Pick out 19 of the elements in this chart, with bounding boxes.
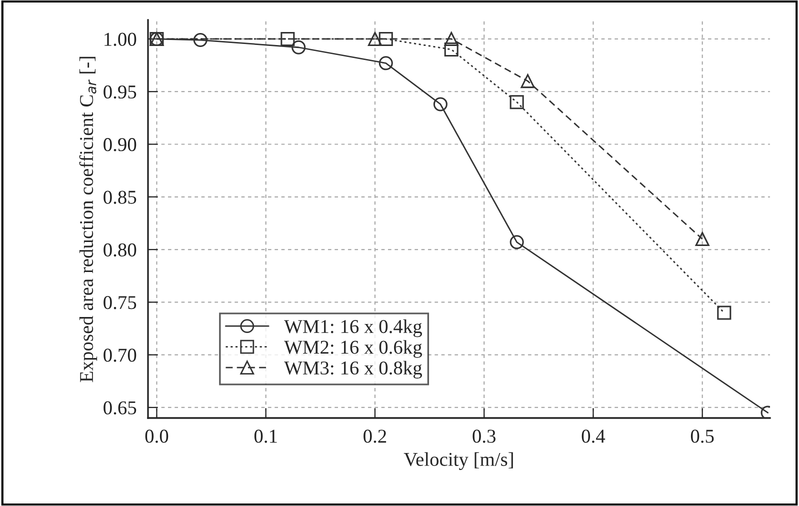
y-tick-label: 0.65: [104, 401, 136, 414]
legend-label: WM2: 16 x 0.6kg: [284, 340, 422, 358]
x-tick-label: 0.3: [472, 430, 496, 443]
y-tick-label: 0.85: [104, 190, 136, 204]
y-tick-label: 0.75: [104, 296, 136, 310]
y-tick-label: 0.80: [104, 243, 136, 257]
y-axis-title: Exposed area reduction coefficient C$_{ar}$ [-]: [79, 56, 98, 382]
legend-label: WM3: 16 x 0.8kg: [284, 360, 422, 379]
y-tick-label: 1.00: [104, 32, 136, 46]
x-axis-title: Velocity [m/s]: [404, 452, 513, 470]
x-tick-label: 0.4: [582, 430, 606, 443]
legend-label: WM1: 16 x 0.4kg: [284, 319, 422, 338]
x-tick-label: 0.0: [145, 430, 168, 443]
x-tick-label: 0.1: [254, 430, 277, 443]
x-tick-label: 0.2: [364, 430, 386, 443]
y-tick-label: 0.95: [104, 85, 136, 99]
y-tick-label: 0.70: [104, 348, 136, 362]
x-tick-label: 0.5: [690, 430, 714, 443]
y-tick-label: 0.90: [104, 138, 136, 152]
